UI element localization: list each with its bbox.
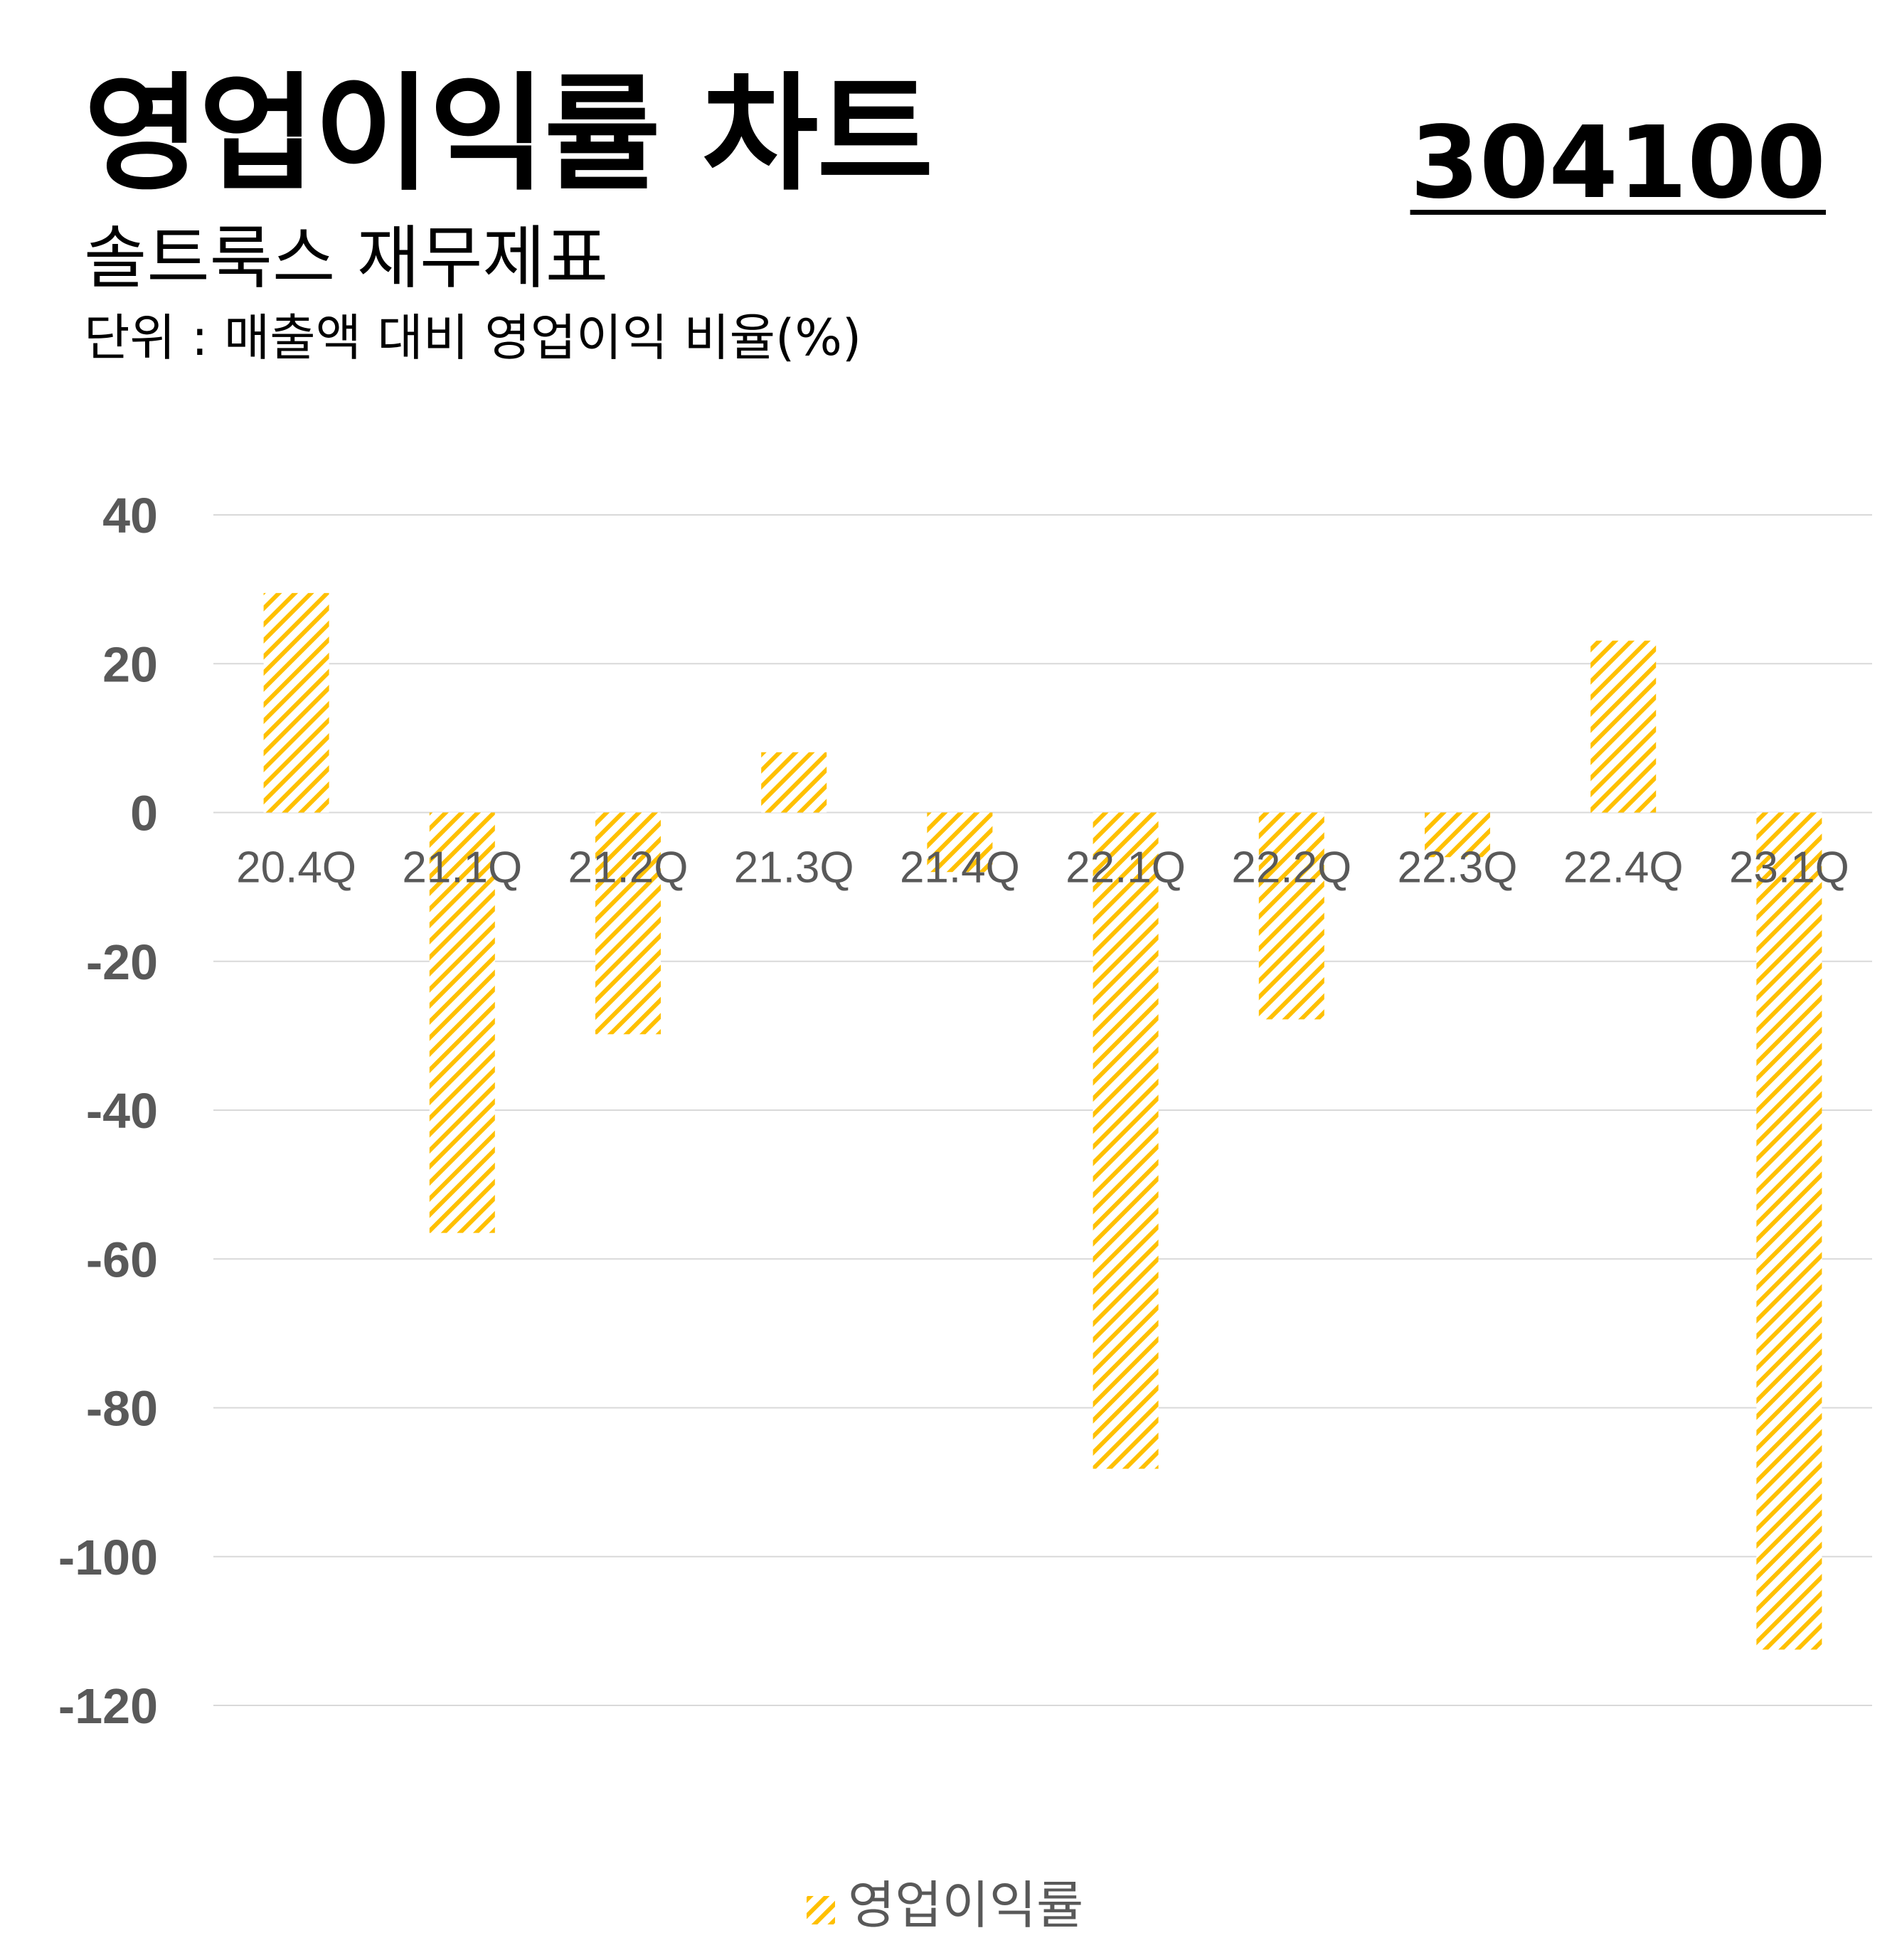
legend-label: 영업이익률 bbox=[848, 1875, 1083, 1935]
bar-22.4Q bbox=[1590, 640, 1657, 813]
bar-21.2Q bbox=[595, 812, 661, 1035]
bar-22.2Q bbox=[1258, 812, 1324, 1020]
legend-swatch bbox=[807, 1896, 835, 1924]
bar-20.4Q bbox=[263, 592, 329, 813]
x-tick-label: 21.1Q bbox=[402, 843, 522, 893]
bar-21.4Q bbox=[927, 812, 993, 873]
bar-22.1Q bbox=[1093, 812, 1159, 1469]
x-tick-label: 22.1Q bbox=[1066, 843, 1186, 893]
y-tick-label: -60 bbox=[86, 1232, 158, 1287]
y-tick-label: -80 bbox=[86, 1381, 158, 1437]
y-tick-label: -100 bbox=[58, 1530, 158, 1585]
bar-23.1Q bbox=[1756, 812, 1822, 1650]
unit-label: 단위 : 매출액 대비 영업이익 비율(%) bbox=[84, 309, 862, 367]
y-tick-label: 0 bbox=[130, 786, 158, 841]
y-tick-label: 40 bbox=[102, 488, 158, 543]
y-tick-label: -40 bbox=[86, 1083, 158, 1139]
stock-code: 304100 bbox=[1410, 105, 1826, 221]
x-tick-label: 21.2Q bbox=[568, 843, 689, 893]
x-tick-label: 21.3Q bbox=[734, 843, 854, 893]
x-tick-label: 20.4Q bbox=[236, 843, 356, 893]
x-tick-label: 23.1Q bbox=[1729, 843, 1849, 893]
bars bbox=[263, 592, 1822, 1650]
y-tick-label: 20 bbox=[102, 637, 158, 692]
legend: 영업이익률 bbox=[807, 1875, 1083, 1935]
y-axis-ticks: 40 20 0 -20 -40 -60 -80 -100 -120 bbox=[58, 488, 158, 1734]
y-tick-label: -120 bbox=[58, 1678, 158, 1734]
bar-22.3Q bbox=[1425, 812, 1490, 858]
x-tick-label: 22.4Q bbox=[1563, 843, 1684, 893]
x-axis-ticks: 20.4Q 21.1Q 21.2Q 21.3Q 21.4Q 22.1Q 22.2Q 22.3Q… bbox=[236, 843, 1849, 893]
x-tick-label: 21.4Q bbox=[900, 843, 1020, 893]
bar-21.1Q bbox=[429, 812, 495, 1233]
x-tick-label: 22.2Q bbox=[1231, 843, 1351, 893]
chart-subtitle: 솔트룩스 재무제표 bbox=[84, 218, 609, 298]
x-tick-label: 22.3Q bbox=[1398, 843, 1518, 893]
chart-title: 영업이익률 차트 bbox=[84, 60, 933, 208]
y-tick-label: -20 bbox=[86, 934, 158, 990]
bar-21.3Q bbox=[761, 752, 827, 813]
